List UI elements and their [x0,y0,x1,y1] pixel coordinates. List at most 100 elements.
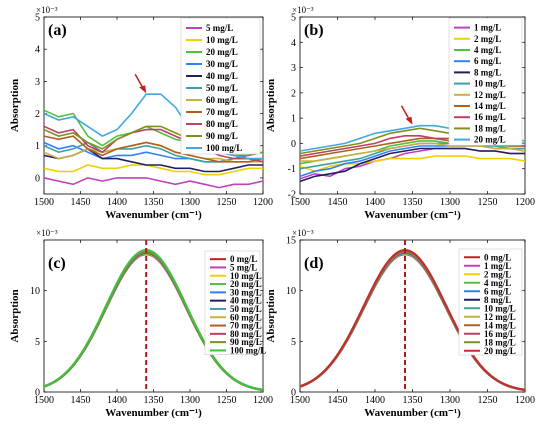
legend-entry: 100 mg/L [206,143,242,153]
legend-entry: 14 mg/L [474,101,506,111]
y-tick-label: 5 [35,13,40,24]
legend-entry: 60 mg/L [230,312,262,322]
x-tick-label: 1450 [328,395,348,406]
series-line [44,164,263,176]
x-tick-label: 1400 [365,197,385,208]
series-line [44,177,263,189]
series-line [300,147,525,183]
legend-entry: 0 mg/L [484,252,511,262]
legend-entry: 10 mg/L [206,35,238,45]
legend-entry: 5 mg/L [230,262,257,272]
series-line [44,249,263,391]
y-tick-label: 0 [291,139,296,150]
x-tick-label: 1250 [217,197,237,208]
x-tick-label: 1350 [403,395,423,406]
y-tick-label: 4 [291,38,296,49]
x-axis-label: Wavenumber (cm⁻¹) [364,209,461,221]
arrow-head [405,116,413,125]
arrow-head [139,85,147,94]
legend-entry: 20 mg/L [230,279,262,289]
legend-entry: 2 mg/L [474,34,501,44]
legend-entry: 4 mg/L [474,45,501,55]
y-tick-label: 1 [291,114,296,125]
x-tick-label: 1500 [34,395,54,406]
y-tick-label: 3 [35,77,40,88]
y-tick-label: 0 [35,173,40,184]
legend-entry: 60 mg/L [206,95,238,105]
y-tick-label: 5 [291,13,296,24]
x-tick-label: 1300 [180,395,200,406]
x-tick-label: 1300 [440,197,460,208]
series-line [300,155,525,173]
x-tick-label: 1200 [515,395,535,406]
legend-entry: 5 mg/L [206,23,233,33]
legend-entry: 12 mg/L [474,90,506,100]
legend-entry: 100 mg/L [230,345,266,355]
series-line [44,135,263,163]
legend-entry: 18 mg/L [474,123,506,133]
series-lines [300,249,525,392]
legend-entry: 4 mg/L [484,278,511,288]
legend-entry: 50 mg/L [206,83,238,93]
y-tick-label: 2 [35,109,40,120]
legend: 5 mg/L 10 mg/L 20 mg/L 30 mg/L 40 mg/L 50 mg/… [180,17,261,155]
x-axis-label: Wavenumber (cm⁻¹) [364,407,461,419]
y-tick-label: 1 [35,141,40,152]
x-tick-label: 1450 [328,197,348,208]
legend-entry: 70 mg/L [230,321,262,331]
x-tick-label: 1350 [403,197,423,208]
y-tick-label: -1 [288,164,296,175]
legend-entry: 10 mg/L [230,271,262,281]
legend-entry: 40 mg/L [206,71,238,81]
legend-entry: 80 mg/L [230,329,262,339]
y-tick-label: 4 [35,45,40,56]
panel-label: (c) [48,255,66,272]
legend-entry: 6 mg/L [484,286,511,296]
x-tick-label: 1350 [144,197,164,208]
x-tick-label: 1400 [365,395,385,406]
legend-entry: 14 mg/L [484,320,516,330]
series-line [300,142,525,162]
y-axis-label: Absorption [9,289,21,342]
x-tick-label: 1300 [180,197,200,208]
legend-entry: 50 mg/L [230,304,262,314]
legend: 0 mg/L1 mg/L2 mg/L4 mg/L6 mg/L8 mg/L10 m… [458,248,523,356]
legend-entry: 20 mg/L [484,346,516,356]
x-tick-label: 1450 [71,395,91,406]
x-axis-label: Wavenumber (cm⁻¹) [105,209,202,221]
legend-entry: 90 mg/L [206,131,238,141]
y-tick-label: 15 [286,236,296,247]
panel-label: (d) [304,255,324,272]
legend-entry: 40 mg/L [230,296,262,306]
x-tick-label: 1300 [440,395,460,406]
x-tick-label: 1500 [290,197,310,208]
legend-entry: 10 mg/L [484,303,516,313]
legend: 0 mg/L5 mg/L10 mg/L20 mg/L30 mg/L40 mg/L… [204,250,266,355]
legend-entry: 30 mg/L [206,59,238,69]
x-tick-label: 1500 [34,197,54,208]
series-lines [44,249,263,392]
x-tick-label: 1200 [253,197,273,208]
y-axis-label: Absorption [9,79,21,132]
legend-entry: 12 mg/L [484,312,516,322]
y-tick-label: 3 [291,63,296,74]
legend-entry: 90 mg/L [230,337,262,347]
y-exponent-label: ×10⁻³ [292,5,314,15]
panel-b: 1500 1450 1400 1350 1300 1250 1200 -2 -1 0 1 2 3 4 5×1… [265,5,535,221]
x-tick-label: 1450 [71,197,91,208]
legend-entry: 2 mg/L [484,269,511,279]
y-tick-label: 5 [35,337,40,348]
legend: 1 mg/L2 mg/L4 mg/L6 mg/L8 mg/L 10 mg/L12 … [448,17,523,146]
legend-entry: 0 mg/L [230,254,257,264]
y-tick-label: 10 [30,286,40,297]
x-tick-label: 1250 [478,197,498,208]
legend-entry: 18 mg/L [484,337,516,347]
y-tick-label: 10 [286,286,296,297]
legend-entry: 8 mg/L [474,67,501,77]
y-axis-label: Absorption [265,289,277,342]
y-axis-label: Absorption [265,79,277,132]
panel-label: (a) [48,22,67,39]
panel-label: (b) [304,22,324,39]
y-exponent-label: ×10⁻³ [36,228,58,238]
